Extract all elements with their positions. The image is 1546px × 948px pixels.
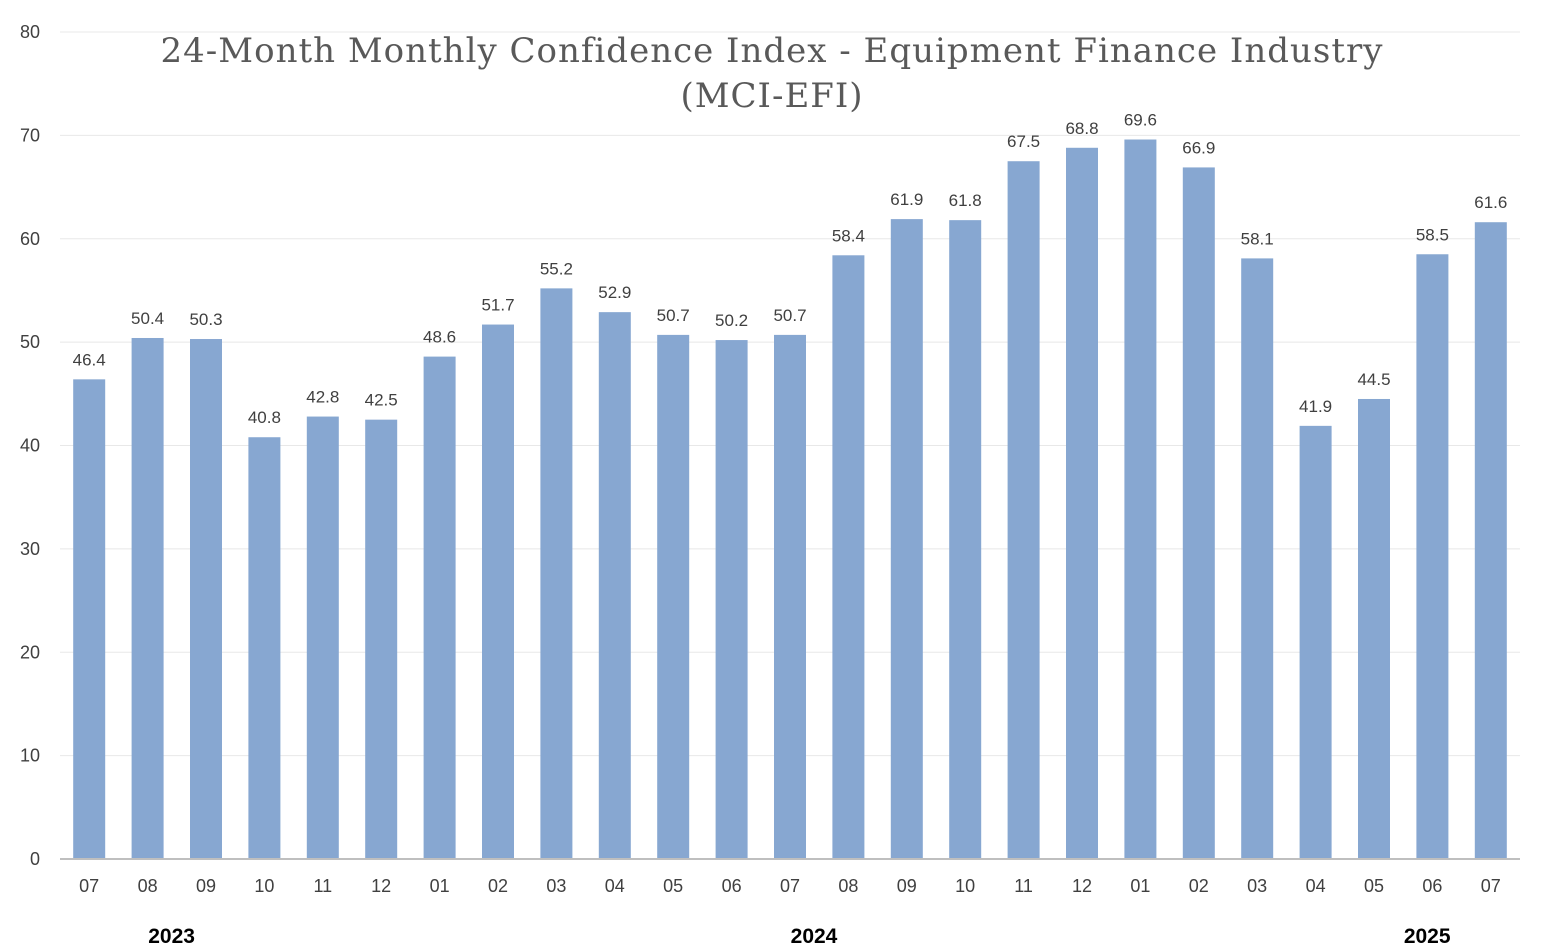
data-label: 58.1 [1241, 229, 1274, 248]
x-tick-label: 06 [1422, 876, 1442, 896]
y-tick-label: 40 [20, 436, 40, 456]
bar [1299, 425, 1332, 859]
x-tick-label: 09 [897, 876, 917, 896]
x-tick-label: 03 [546, 876, 566, 896]
year-group-labels: 2023 2024 2025 [148, 925, 1451, 948]
data-label: 50.4 [131, 309, 164, 328]
x-tick-label: 11 [1014, 876, 1033, 896]
bar [1182, 167, 1215, 859]
x-tick-label: 07 [1481, 876, 1501, 896]
data-label: 61.9 [890, 190, 923, 209]
year-label: 2023 [148, 925, 195, 948]
x-tick-label: 06 [722, 876, 742, 896]
y-tick-label: 50 [20, 332, 40, 352]
y-tick-label: 70 [20, 125, 40, 145]
bar [890, 219, 923, 859]
data-label: 55.2 [540, 259, 573, 278]
bar [1416, 254, 1449, 860]
chart-title-line-2: (MCI-EFI) [680, 76, 863, 116]
bar [540, 288, 573, 859]
data-label: 50.2 [715, 311, 748, 330]
data-label: 61.6 [1474, 193, 1507, 212]
bar [190, 339, 222, 859]
y-tick-label: 60 [20, 229, 40, 249]
bar [131, 337, 164, 859]
bar [598, 312, 631, 859]
data-label: 61.8 [949, 191, 982, 210]
x-tick-label: 09 [196, 876, 216, 896]
x-tick-label: 12 [1072, 876, 1092, 896]
data-label: 44.5 [1357, 370, 1390, 389]
x-tick-label: 01 [1130, 876, 1150, 896]
data-labels: 46.4 50.4 50.3 40.8 42.8 42.5 48.6 51.7 55.2 52.9… [73, 111, 1508, 428]
bar [949, 220, 982, 859]
bar [715, 340, 748, 859]
y-tick-label: 10 [20, 746, 40, 766]
bar [1358, 398, 1390, 859]
x-tick-label: 03 [1247, 876, 1267, 896]
bar [306, 416, 339, 859]
x-tick-label: 11 [313, 876, 332, 896]
data-label: 58.4 [832, 226, 865, 245]
x-tick-label: 04 [605, 876, 625, 896]
x-tick-label: 12 [371, 876, 391, 896]
bar [482, 324, 514, 859]
bar [1124, 139, 1157, 859]
bar [1007, 161, 1040, 859]
data-label: 46.4 [73, 350, 106, 369]
x-tick-label: 01 [430, 876, 450, 896]
data-label: 50.7 [657, 306, 690, 325]
y-axis-ticks: 0 10 20 30 40 50 60 70 80 [20, 22, 40, 869]
bar [1066, 147, 1098, 859]
y-tick-label: 80 [20, 22, 40, 42]
bar [1474, 222, 1507, 859]
data-label: 68.8 [1065, 119, 1098, 138]
x-tick-label: 10 [254, 876, 274, 896]
data-label: 48.6 [423, 328, 456, 347]
x-tick-label: 04 [1306, 876, 1326, 896]
bar [774, 334, 806, 859]
data-label: 41.9 [1299, 397, 1332, 416]
x-tick-label: 05 [663, 876, 683, 896]
data-label: 42.5 [365, 391, 398, 410]
year-label: 2025 [1404, 925, 1451, 948]
chart-title-line-1: 24-Month Monthly Confidence Index - Equi… [161, 31, 1384, 71]
data-label: 50.7 [773, 306, 806, 325]
bar [365, 419, 398, 859]
data-label: 66.9 [1182, 138, 1215, 157]
x-tick-label: 08 [138, 876, 158, 896]
year-label: 2024 [791, 925, 838, 948]
x-axis-ticks: 07 08 09 10 11 12 01 02 03 04 05 06 07 08 09 10 11 12 01 02… [79, 876, 1501, 896]
bar [832, 255, 865, 860]
bar [657, 334, 690, 859]
bar [248, 437, 281, 859]
x-tick-label: 05 [1364, 876, 1384, 896]
x-tick-label: 02 [488, 876, 508, 896]
x-tick-label: 07 [79, 876, 99, 896]
bars [73, 139, 1507, 860]
x-tick-label: 08 [838, 876, 858, 896]
data-label: 67.5 [1007, 132, 1040, 151]
data-label: 69.6 [1124, 111, 1157, 130]
bar [1241, 258, 1274, 859]
data-label: 42.8 [306, 388, 339, 407]
y-tick-label: 30 [20, 539, 40, 559]
data-label: 51.7 [481, 296, 514, 315]
data-label: 58.5 [1416, 225, 1449, 244]
x-tick-label: 07 [780, 876, 800, 896]
data-label: 40.8 [248, 408, 281, 427]
y-tick-label: 0 [30, 849, 40, 869]
x-tick-label: 10 [955, 876, 975, 896]
bar [73, 379, 106, 859]
x-tick-label: 02 [1189, 876, 1209, 896]
bar [423, 356, 456, 859]
data-label: 50.3 [189, 310, 222, 329]
data-label: 52.9 [598, 283, 631, 302]
y-tick-label: 20 [20, 642, 40, 662]
